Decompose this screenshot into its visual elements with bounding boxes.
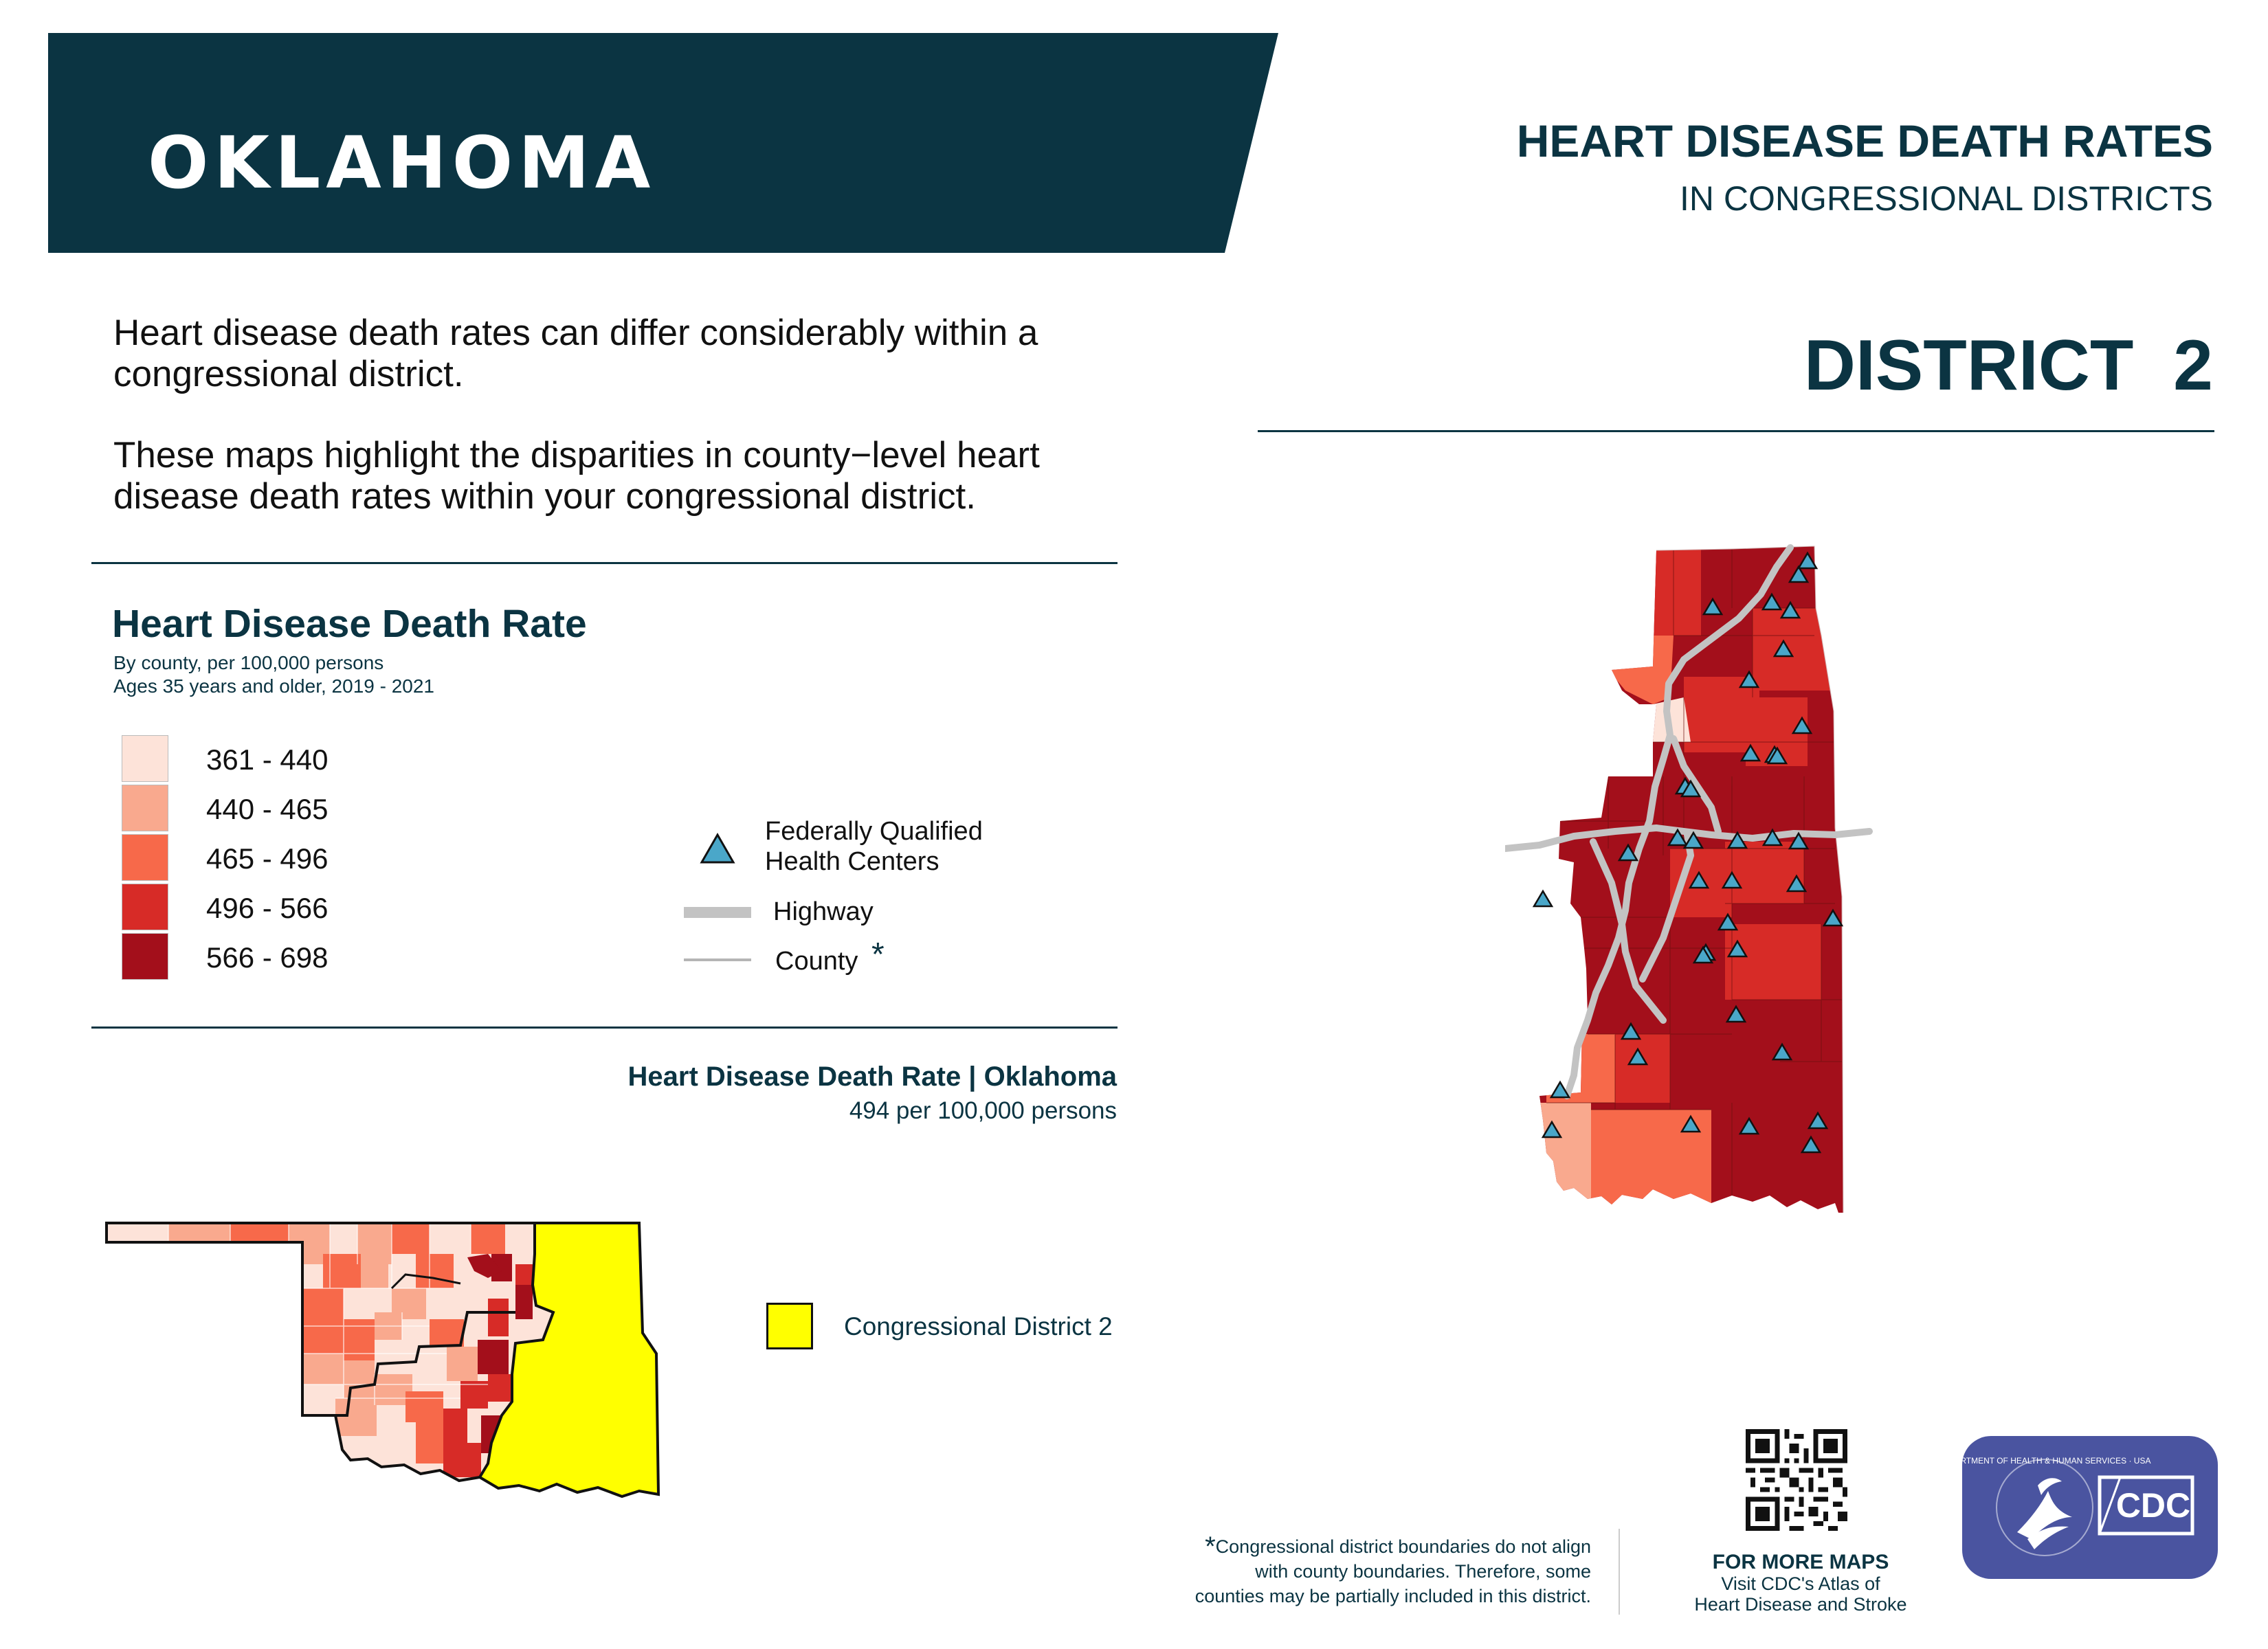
county-line-icon bbox=[684, 958, 751, 961]
more-maps-title: FOR MORE MAPS bbox=[1712, 1551, 1889, 1573]
district-swatch bbox=[766, 1303, 813, 1349]
divider bbox=[1619, 1529, 1620, 1615]
legend-class-label: 465 - 496 bbox=[206, 842, 329, 875]
footnote-line-1: Congressional district boundaries do not… bbox=[1215, 1536, 1591, 1557]
banner-shape bbox=[48, 33, 1278, 253]
county-label: County bbox=[775, 947, 858, 976]
fqhc-label: Federally Qualified Health Centers bbox=[765, 816, 983, 877]
legend-class-label: 496 - 566 bbox=[206, 892, 329, 924]
intro-text: Heart disease death rates can differ con… bbox=[113, 313, 1144, 557]
state-banner bbox=[48, 33, 1278, 253]
footnote-line-3: counties may be partially included in th… bbox=[1194, 1586, 1591, 1606]
district-legend-label: Congressional District 2 bbox=[844, 1312, 1113, 1340]
fqhc-label-line-1: Federally Qualified bbox=[765, 817, 983, 846]
legend-class-label: 566 - 698 bbox=[206, 941, 329, 974]
legend-swatch-4 bbox=[122, 884, 168, 930]
state-rate-title: Heart Disease Death Rate | Oklahoma bbox=[627, 1062, 1117, 1092]
hhs-cdc-logo: DEPARTMENT OF HEALTH & HUMAN SERVICES · … bbox=[1962, 1436, 2218, 1579]
more-maps-line-1: Visit CDC's Atlas of bbox=[1721, 1573, 1880, 1594]
divider bbox=[91, 562, 1118, 564]
footnote: *Congressional district boundaries do no… bbox=[1096, 1532, 1591, 1608]
fqhc-label-line-2: Health Centers bbox=[765, 847, 940, 876]
legend-subtitle-line-1: By county, per 100,000 persons bbox=[113, 652, 384, 673]
highway-line-icon bbox=[684, 907, 751, 918]
divider bbox=[1258, 430, 2214, 432]
asterisk-icon: * bbox=[871, 936, 885, 973]
district-2-county-map bbox=[1505, 544, 1873, 1213]
qr-code-icon[interactable] bbox=[1746, 1429, 1847, 1531]
legend-swatch-3 bbox=[122, 834, 168, 881]
page-title: HEART DISEASE DEATH RATES bbox=[1516, 115, 2213, 166]
legend-class-label: 440 - 465 bbox=[206, 793, 329, 825]
footnote-line-2: with county boundaries. Therefore, some bbox=[1255, 1561, 1591, 1582]
legend-subtitle-line-2: Ages 35 years and older, 2019 - 2021 bbox=[113, 675, 435, 697]
divider bbox=[91, 1027, 1118, 1029]
legend-class-label: 361 - 440 bbox=[206, 743, 329, 776]
page-subtitle: IN CONGRESSIONAL DISTRICTS bbox=[1679, 179, 2213, 218]
more-maps-subtitle: Visit CDC's Atlas of Heart Disease and S… bbox=[1649, 1573, 1952, 1615]
legend-swatch-1 bbox=[122, 735, 168, 782]
legend-swatch-5 bbox=[122, 933, 168, 980]
highway-label: Highway bbox=[773, 897, 874, 926]
cdc-logo-text: CDC bbox=[2116, 1486, 2190, 1525]
fqhc-triangle-icon bbox=[700, 833, 735, 864]
intro-paragraph-2: These maps highlight the disparities in … bbox=[113, 435, 1040, 517]
legend-subtitle: By county, per 100,000 persons Ages 35 y… bbox=[113, 651, 434, 698]
legend-title: Heart Disease Death Rate bbox=[112, 602, 587, 646]
intro-paragraph-1: Heart disease death rates can differ con… bbox=[113, 313, 1038, 394]
hhs-seal-text: DEPARTMENT OF HEALTH & HUMAN SERVICES · … bbox=[1962, 1456, 2150, 1466]
asterisk-icon: * bbox=[1205, 1532, 1216, 1562]
state-rate-value: 494 per 100,000 persons bbox=[849, 1097, 1117, 1124]
district-title: DISTRICT 2 bbox=[1803, 326, 2213, 405]
state-name: OKLAHOMA bbox=[148, 121, 656, 205]
oklahoma-state-map bbox=[105, 1222, 660, 1499]
more-maps-line-2: Heart Disease and Stroke bbox=[1694, 1594, 1907, 1615]
legend-swatch-2 bbox=[122, 785, 168, 831]
